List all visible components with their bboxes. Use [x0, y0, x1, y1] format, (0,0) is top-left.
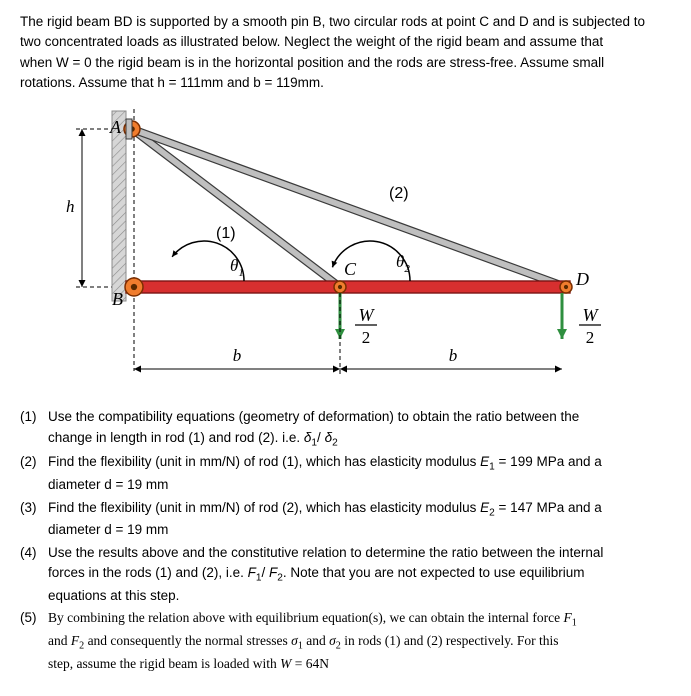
- text: Find the flexibility (unit in mm/N) of r…: [48, 500, 480, 515]
- q-body: Find the flexibility (unit in mm/N) of r…: [48, 498, 671, 541]
- svg-text:W: W: [583, 305, 600, 325]
- text: and: [303, 633, 329, 648]
- text: = 64N: [291, 656, 329, 671]
- q-line: and F2 and consequently the normal stres…: [48, 631, 671, 654]
- svg-text:D: D: [575, 269, 589, 289]
- text: step, assume the rigid beam is loaded wi…: [48, 656, 280, 671]
- sub: 2: [332, 437, 338, 448]
- svg-text:(2): (2): [389, 185, 409, 202]
- intro-line: two concentrated loads as illustrated be…: [20, 32, 671, 52]
- intro-text: The rigid beam BD is supported by a smoo…: [20, 12, 671, 93]
- text: /: [261, 565, 269, 580]
- q-number: (4): [20, 543, 48, 606]
- text: = 147 MPa and a: [495, 500, 602, 515]
- q-body: By combining the relation above with equ…: [48, 608, 671, 674]
- question-5: (5) By combining the relation above with…: [20, 608, 671, 674]
- text: and: [48, 633, 71, 648]
- sym-E: E: [480, 454, 489, 469]
- svg-text:2: 2: [362, 328, 371, 347]
- q-line: equations at this step.: [48, 586, 671, 606]
- sym-sigma: σ: [291, 633, 298, 648]
- svg-text:B: B: [112, 289, 123, 309]
- text: rotations. Assume that h = 111mm and b =…: [20, 75, 324, 90]
- q-line: Find the flexibility (unit in mm/N) of r…: [48, 452, 671, 475]
- svg-text:θ1: θ1: [230, 256, 244, 279]
- question-3: (3) Find the flexibility (unit in mm/N) …: [20, 498, 671, 541]
- q-line: Use the results above and the constituti…: [48, 543, 671, 563]
- question-4: (4) Use the results above and the consti…: [20, 543, 671, 606]
- svg-text:W: W: [359, 305, 376, 325]
- q-body: Use the results above and the constituti…: [48, 543, 671, 606]
- sym-F: F: [269, 565, 277, 580]
- q-line: diameter d = 19 mm: [48, 475, 671, 495]
- question-1: (1) Use the compatibility equations (geo…: [20, 407, 671, 450]
- svg-text:h: h: [66, 197, 75, 216]
- q-number: (5): [20, 608, 48, 674]
- intro-line: rotations. Assume that h = 111mm and b =…: [20, 73, 671, 93]
- q-number: (1): [20, 407, 48, 450]
- q-body: Use the compatibility equations (geometr…: [48, 407, 671, 450]
- text: change in length in rod (1) and rod (2).…: [48, 430, 304, 445]
- intro-line: when W = 0 the rigid beam is in the hori…: [20, 53, 671, 73]
- intro-line: The rigid beam BD is supported by a smoo…: [20, 12, 671, 32]
- text: Find the flexibility (unit in mm/N) of r…: [48, 454, 480, 469]
- beam-diagram: h W 2 W 2 b b A B C D (1) (2) θ1 θ2: [50, 101, 610, 391]
- svg-text:(1): (1): [216, 225, 236, 242]
- text: . Note that you are not expected to use …: [283, 565, 585, 580]
- text: = 199 MPa and a: [495, 454, 602, 469]
- q-number: (2): [20, 452, 48, 495]
- q-line: diameter d = 19 mm: [48, 520, 671, 540]
- figure-container: h W 2 W 2 b b A B C D (1) (2) θ1 θ2: [20, 101, 671, 397]
- text: The rigid beam BD is supported by a smoo…: [20, 14, 645, 29]
- q-line: Find the flexibility (unit in mm/N) of r…: [48, 498, 671, 521]
- svg-text:b: b: [233, 346, 242, 365]
- sym-F: F: [71, 633, 79, 648]
- text: in rods (1) and (2) respectively. For th…: [341, 633, 559, 648]
- svg-text:2: 2: [586, 328, 595, 347]
- svg-text:b: b: [449, 346, 458, 365]
- q-line: By combining the relation above with equ…: [48, 608, 671, 631]
- svg-text:A: A: [109, 117, 122, 137]
- sym-E: E: [480, 500, 489, 515]
- problem-page: The rigid beam BD is supported by a smoo…: [0, 0, 691, 696]
- text: when W = 0 the rigid beam is in the hori…: [20, 55, 604, 70]
- sym-F: F: [563, 610, 571, 625]
- text: /: [317, 430, 325, 445]
- sym-W: W: [280, 656, 291, 671]
- sym-F: F: [248, 565, 256, 580]
- sub: 1: [572, 618, 577, 629]
- q-body: Find the flexibility (unit in mm/N) of r…: [48, 452, 671, 495]
- q-line: change in length in rod (1) and rod (2).…: [48, 428, 671, 451]
- svg-text:θ2: θ2: [396, 252, 410, 275]
- sym-sigma: σ: [329, 633, 336, 648]
- svg-text:C: C: [344, 259, 357, 279]
- q-number: (3): [20, 498, 48, 541]
- text: and consequently the normal stresses: [84, 633, 291, 648]
- text: By combining the relation above with equ…: [48, 610, 563, 625]
- q-line: Use the compatibility equations (geometr…: [48, 407, 671, 427]
- text: two concentrated loads as illustrated be…: [20, 34, 603, 49]
- sym-delta: δ: [325, 430, 333, 445]
- text: forces in the rods (1) and (2), i.e.: [48, 565, 248, 580]
- questions-block: (1) Use the compatibility equations (geo…: [20, 407, 671, 674]
- question-2: (2) Find the flexibility (unit in mm/N) …: [20, 452, 671, 495]
- q-line: step, assume the rigid beam is loaded wi…: [48, 654, 671, 674]
- q-line: forces in the rods (1) and (2), i.e. F1/…: [48, 563, 671, 586]
